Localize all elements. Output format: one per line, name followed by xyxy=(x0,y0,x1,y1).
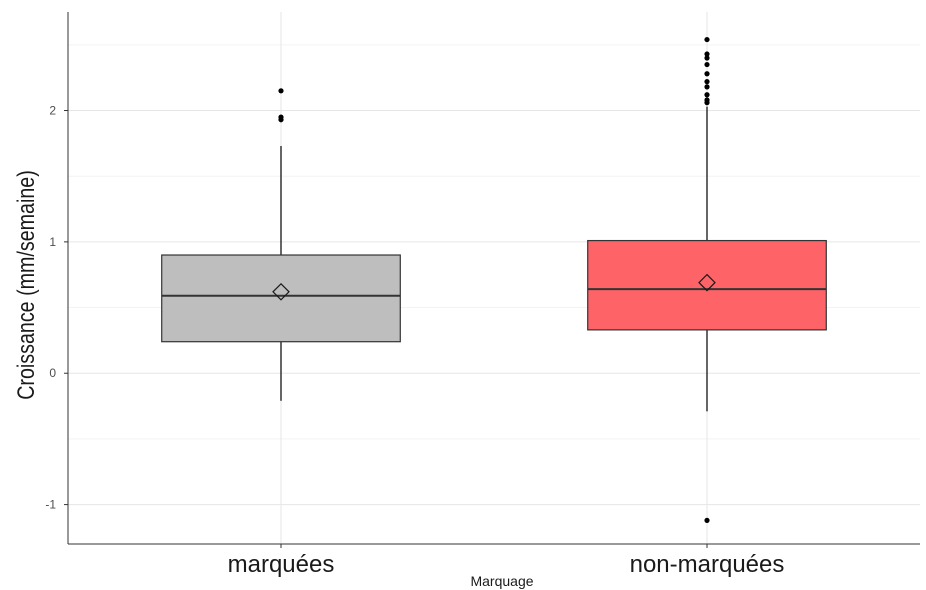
x-axis-title: Marquage xyxy=(470,573,533,589)
box-body xyxy=(161,254,401,343)
outlier-point xyxy=(704,51,710,57)
outlier-point xyxy=(704,79,710,85)
outlier-point xyxy=(704,55,710,61)
mean-marker xyxy=(698,273,716,292)
x-tick-label: marquées xyxy=(228,551,335,578)
outlier-point xyxy=(704,61,710,68)
outlier-point xyxy=(704,97,710,103)
axis-labels: -1 0 1 2 marquées non-marquées xyxy=(45,104,784,578)
y-tick-label: 1 xyxy=(49,235,56,249)
outlier-point xyxy=(278,88,284,94)
y-tick-label: 2 xyxy=(49,104,56,118)
y-tick-label: 0 xyxy=(49,366,56,380)
outlier-point xyxy=(278,114,284,120)
boxes xyxy=(161,36,827,523)
mean-marker xyxy=(272,282,290,301)
y-tick-label: -1 xyxy=(45,498,56,512)
outlier-point xyxy=(704,84,710,90)
box-body xyxy=(587,239,827,331)
box-2 xyxy=(587,36,827,523)
axes xyxy=(67,12,920,545)
y-axis-title: Croissance (mm/semaine) xyxy=(12,170,39,400)
outlier-point xyxy=(704,517,710,523)
box-1 xyxy=(161,88,401,401)
outlier-point xyxy=(704,36,710,43)
x-tick-label: non-marquées xyxy=(630,551,785,578)
outlier-point xyxy=(704,71,710,77)
outlier-point xyxy=(704,92,710,98)
